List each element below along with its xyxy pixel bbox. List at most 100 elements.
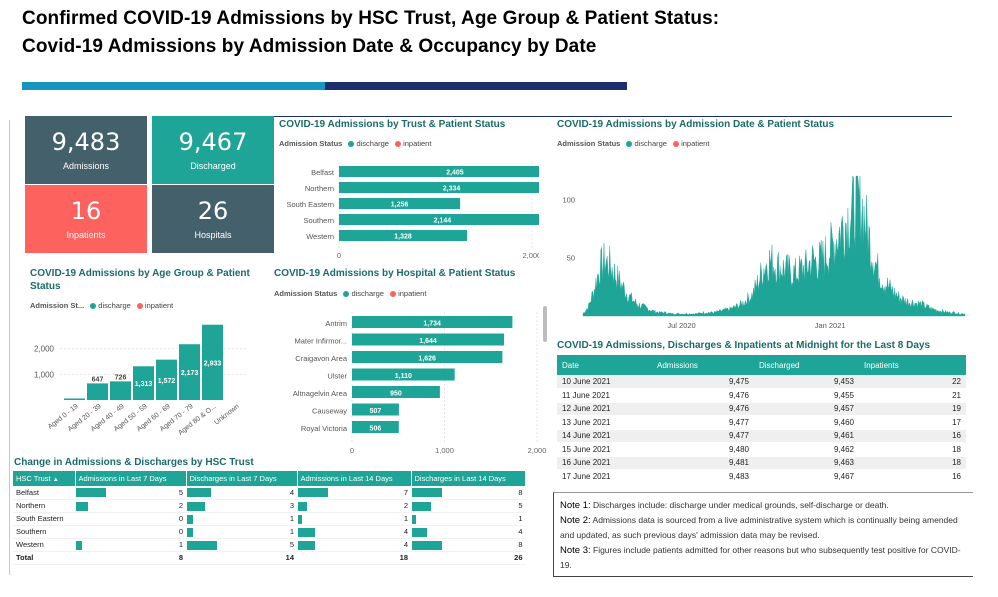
value-cell: 4 [297,538,411,552]
data-bar [412,514,416,524]
data-label: 2,933 [204,360,222,367]
table-cell: 9,477 [652,429,754,443]
bar [352,333,505,346]
accent-bar-navy [325,82,627,90]
bar [87,383,108,400]
legend-title: Admission Status [274,289,338,298]
kpi-value: 16 [70,197,102,225]
table-cell: 17 June 2021 [557,469,652,484]
discharge-dot-icon [348,141,355,147]
table-row: 12 June 2021 9,476 9,457 19 [557,402,966,416]
table-cell: 10 June 2021 [557,375,652,389]
cell-value: 3 [289,501,294,510]
table-cell: 9,463 [754,456,859,470]
data-bar [187,527,193,537]
col-header-trust[interactable]: HSC Trust ▲ [13,471,76,486]
kpi-label: Hospitals [194,230,232,240]
data-label: 1,256 [391,202,409,209]
data-label: 1,110 [395,373,412,380]
divider-line [152,116,952,117]
data-bar [298,527,316,537]
col-header-dis7[interactable]: Discharges in Last 7 Days [186,471,298,486]
category-label: Causeway [312,407,347,416]
table-cell: 13 June 2021 [557,415,652,430]
bar [339,166,539,177]
accent-bar-blue [22,82,325,90]
bar [352,386,440,398]
data-label: 1,734 [423,321,441,328]
data-bar [298,488,328,497]
cell-value: 0 [178,514,183,523]
bar [339,230,468,241]
data-label: 2,173 [181,370,199,377]
note-label: Note 1: [560,500,591,511]
table-header-row: HSC Trust ▲ Admissions in Last 7 Days Di… [13,471,526,486]
bar [352,368,455,381]
total-value: 18 [297,550,411,565]
cell-value: 5 [518,501,523,510]
col-header-date[interactable]: Date [557,355,652,375]
y-tick-label: 1,000 [34,370,55,379]
trust-bar-chart: 0 2,000 Belfast 2,405 Northern 2,334 South Eas… [286,162,539,260]
discharge-dot-icon [343,291,350,297]
table-cell: 9,481 [652,456,754,470]
trust-cell: South Eastern [13,512,75,526]
total-row: Total 8 14 18 26 [13,550,526,565]
table-cell: 9,476 [652,402,754,416]
col-header-adm14[interactable]: Admissions in Last 14 Days [297,471,412,486]
table-cell: 9,455 [754,388,859,403]
data-bar [412,488,442,497]
x-tick-label: 1,000 [435,446,454,455]
x-tick-label: Jul 2020 [667,321,695,330]
table-row: 10 June 2021 9,475 9,453 22 [557,375,966,389]
data-bar [187,488,211,497]
note-text: Admissions data is sourced from a live a… [560,515,958,540]
table-cell: 9,460 [754,415,859,430]
y-tick-label: 2,000 [34,345,55,354]
data-bar [187,540,217,550]
bar [339,198,461,209]
legend-title: Admission Status [557,139,621,148]
y-tick-label: 100 [562,195,575,204]
data-bar [298,501,307,511]
note-1: Note 1: Discharges include: discharge un… [560,498,967,513]
col-header-inpatients[interactable]: Inpatients [859,355,966,375]
table-cell: 9,477 [652,415,754,430]
notes-box: Note 1: Discharges include: discharge un… [553,492,973,577]
note-text: Discharges include: discharge under medi… [590,500,889,510]
col-header-adm7[interactable]: Admissions in Last 7 Days [75,471,187,486]
value-cell: 1 [186,525,297,539]
kpi-value: 9,483 [51,128,121,156]
col-header-dis14[interactable]: Discharges in Last 14 Days [411,471,526,486]
total-value: 8 [75,550,186,565]
change-table-title: Change in Admissions & Discharges by HSC… [14,457,254,468]
chart-scrollbar[interactable] [543,306,547,342]
table-cell: 9,476 [652,388,754,403]
legend-title: Admission St... [30,301,85,310]
note-label: Note 3: [560,545,591,556]
col-header-admissions[interactable]: Admissions [652,355,754,375]
bar [339,182,539,193]
data-label: 950 [390,391,402,398]
x-tick-label: 2,000 [528,446,547,455]
cell-value: 4 [403,527,408,536]
left-divider [9,120,10,575]
bar [352,403,399,416]
table-cell: 19 [859,402,966,416]
value-cell: 0 [75,512,186,526]
cell-value: 8 [518,540,523,549]
value-cell: 8 [411,538,526,552]
value-cell: 5 [75,486,186,500]
inpatient-dot-icon [673,141,680,147]
table-cell: 9,480 [652,442,754,457]
data-label: 1,626 [418,356,436,363]
table-cell: 9,467 [754,469,859,484]
legend-inpatient: inpatient [681,139,710,148]
value-cell: 0 [75,525,186,539]
col-header-discharged[interactable]: Discharged [754,355,859,375]
value-cell: 1 [75,538,186,552]
table-cell: 9,461 [754,429,859,443]
bar [179,344,200,400]
x-tick-label: 0 [350,446,354,455]
table-cell: 14 June 2021 [557,429,652,443]
